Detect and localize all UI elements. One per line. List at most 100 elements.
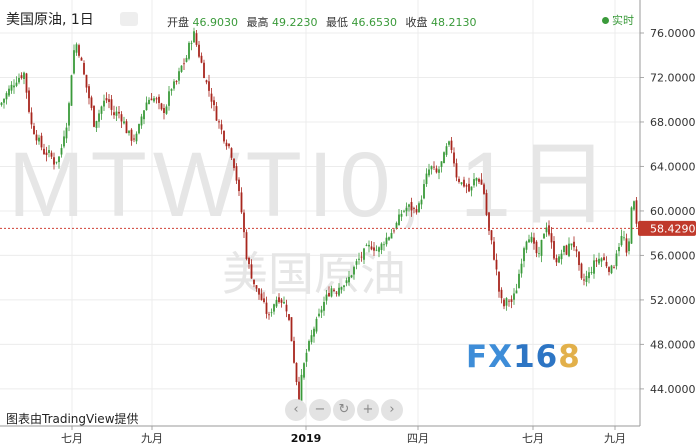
candle-body: [253, 279, 255, 285]
candle-body: [153, 98, 155, 102]
candle-body: [188, 42, 190, 59]
candle-body: [180, 65, 183, 72]
candle-body: [218, 121, 220, 123]
candle-body: [485, 193, 488, 215]
candle-body: [345, 280, 348, 283]
candle-body: [43, 148, 45, 155]
candle-body: [160, 103, 163, 110]
candle-body: [185, 57, 188, 62]
candle-body: [625, 238, 628, 253]
candle-body: [595, 260, 598, 262]
eye-icon[interactable]: [120, 12, 138, 26]
candle-body: [605, 261, 608, 267]
chevron-left-icon[interactable]: ‹: [285, 399, 307, 421]
candle-body: [275, 299, 278, 307]
candle-body: [233, 158, 235, 168]
x-tick-label: 2019: [291, 432, 322, 445]
candle-body: [608, 267, 610, 272]
candle-body: [360, 256, 363, 258]
candle-body: [25, 73, 28, 93]
candlestick-series: [0, 27, 638, 406]
candle-body: [50, 152, 53, 157]
candle-body: [270, 312, 273, 314]
candle-body: [498, 271, 500, 292]
chart-navigation: ‹ − ↻ + ›: [285, 398, 405, 421]
candle-body: [85, 74, 88, 88]
candle-body: [173, 81, 175, 89]
candle-body: [370, 246, 373, 250]
y-tick-label: 56.0000: [650, 249, 696, 262]
candle-body: [148, 99, 150, 105]
candle-body: [100, 106, 103, 114]
candle-body: [158, 96, 160, 103]
zoom-out-icon[interactable]: −: [309, 399, 331, 421]
candle-body: [410, 202, 413, 211]
candle-body: [0, 102, 3, 105]
candle-body: [413, 208, 415, 209]
candle-body: [578, 251, 580, 266]
candle-body: [235, 166, 238, 181]
y-tick-label: 60.0000: [650, 205, 696, 218]
candle-body: [125, 121, 128, 134]
zoom-in-icon[interactable]: +: [357, 399, 379, 421]
candle-body: [430, 166, 433, 170]
candle-body: [358, 258, 360, 260]
candle-body: [195, 33, 198, 45]
candle-body: [428, 169, 430, 176]
candle-body: [230, 148, 233, 158]
candle-body: [548, 225, 550, 235]
symbol-title: 美国原油, 1日: [6, 12, 94, 28]
x-tick-label: 七月: [522, 432, 544, 445]
candle-body: [303, 363, 305, 378]
candle-body: [133, 138, 135, 140]
candle-body: [108, 99, 110, 102]
candle-body: [83, 62, 85, 75]
candle-body: [440, 161, 443, 167]
candle-body: [8, 88, 10, 96]
candle-body: [385, 237, 388, 245]
candle-body: [368, 244, 370, 247]
chevron-right-icon[interactable]: ›: [381, 399, 403, 421]
candle-body: [373, 247, 375, 251]
candle-body: [200, 55, 203, 63]
candle-body: [105, 98, 108, 101]
candle-body: [480, 179, 483, 185]
candle-body: [255, 285, 258, 289]
candle-body: [620, 235, 623, 246]
candle-body: [240, 192, 243, 213]
reset-icon[interactable]: ↻: [333, 399, 355, 421]
x-tick-label: 七月: [61, 432, 83, 445]
tradingview-credit[interactable]: 图表由TradingView提供: [6, 412, 139, 426]
candle-body: [585, 275, 588, 282]
candle-body: [465, 185, 468, 187]
candle-body: [443, 152, 445, 164]
candle-body: [70, 75, 73, 106]
x-tick-label: 四月: [407, 432, 429, 445]
candle-body: [45, 152, 48, 155]
candle-body: [513, 293, 515, 300]
candle-body: [545, 227, 548, 233]
candle-body: [508, 300, 510, 302]
close-value: 48.2130: [431, 16, 477, 29]
candle-body: [455, 163, 458, 178]
candle-body: [463, 179, 465, 187]
candle-body: [555, 258, 558, 263]
candle-body: [600, 258, 603, 262]
candle-body: [283, 302, 285, 304]
candle-body: [308, 341, 310, 351]
candle-body: [73, 50, 75, 74]
candle-body: [20, 75, 23, 79]
candle-body: [183, 63, 185, 65]
high-value: 49.2230: [272, 16, 318, 29]
candle-body: [583, 279, 585, 281]
candle-body: [420, 199, 423, 205]
candle-body: [225, 142, 228, 147]
candle-body: [175, 81, 178, 82]
live-dot-icon: [602, 17, 609, 24]
candle-body: [405, 207, 408, 212]
y-tick-label: 72.0000: [650, 71, 696, 84]
candle-body: [388, 237, 390, 240]
candle-body: [395, 222, 398, 229]
candle-body: [375, 249, 378, 251]
